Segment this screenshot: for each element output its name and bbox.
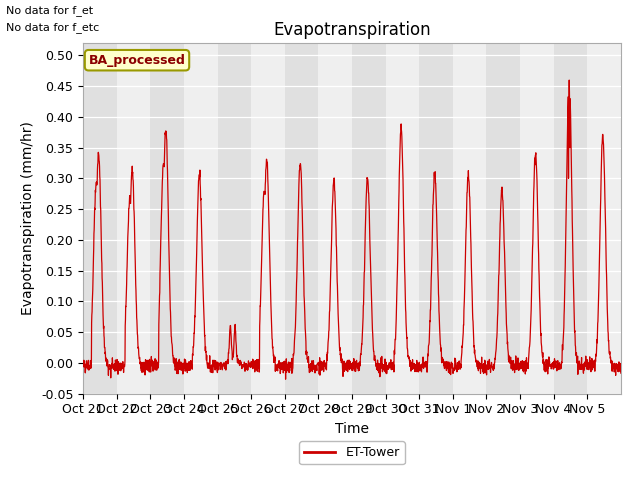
Bar [452, 43, 486, 394]
Bar [116, 43, 150, 394]
Text: BA_processed: BA_processed [88, 54, 186, 67]
Title: Evapotranspiration: Evapotranspiration [273, 21, 431, 39]
Y-axis label: Evapotranspiration (mm/hr): Evapotranspiration (mm/hr) [21, 121, 35, 315]
Bar [285, 43, 319, 394]
Bar [385, 43, 419, 394]
Bar [184, 43, 218, 394]
Bar [520, 43, 554, 394]
X-axis label: Time: Time [335, 422, 369, 436]
Bar [83, 43, 116, 394]
Bar [319, 43, 352, 394]
Bar [588, 43, 621, 394]
Bar [218, 43, 251, 394]
Bar [486, 43, 520, 394]
Text: No data for f_etc: No data for f_etc [6, 22, 100, 33]
Bar [251, 43, 285, 394]
Bar [419, 43, 453, 394]
Bar [150, 43, 184, 394]
Text: No data for f_et: No data for f_et [6, 5, 93, 16]
Bar [352, 43, 385, 394]
Bar [554, 43, 588, 394]
Legend: ET-Tower: ET-Tower [300, 442, 404, 465]
